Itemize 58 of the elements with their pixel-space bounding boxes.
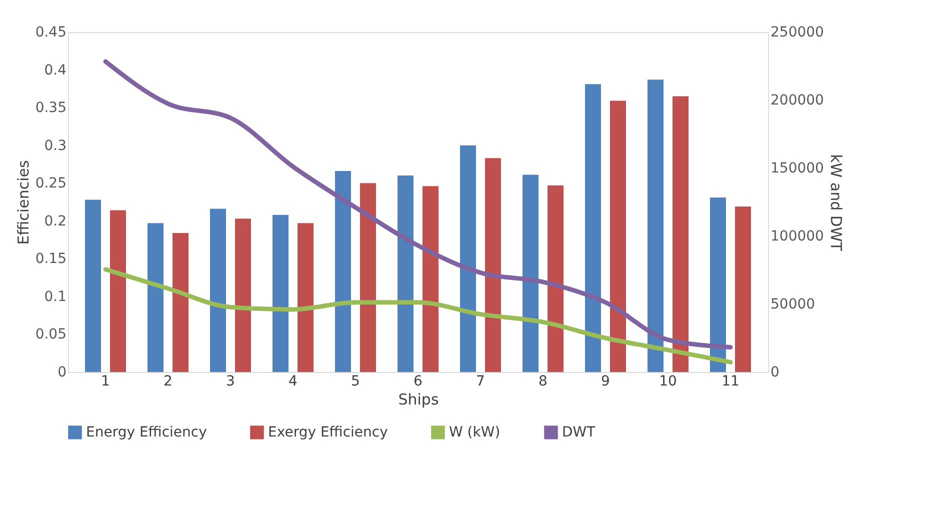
y2-axis-title: kW and DWT <box>826 154 845 252</box>
y2-tick-label: 50000 <box>770 296 816 312</box>
y-tick-label: 0.1 <box>44 288 66 305</box>
x-tick-label: 2 <box>164 374 172 390</box>
bar <box>235 218 251 372</box>
bar <box>360 183 376 372</box>
bar <box>298 223 314 372</box>
y-tick-label: 0.3 <box>44 138 66 154</box>
bar <box>460 145 476 372</box>
x-axis-title: Ships <box>398 390 439 408</box>
y-tick-label: 0.4 <box>44 62 67 78</box>
bar <box>710 197 726 372</box>
x-tick-label: 7 <box>476 374 485 390</box>
x-tick-label: 8 <box>538 374 548 390</box>
legend-label: W (kW) <box>449 424 500 440</box>
bar <box>585 84 601 372</box>
bar <box>485 158 501 372</box>
bar <box>735 206 751 372</box>
bar <box>85 200 101 372</box>
y-tick-label: 0.15 <box>35 251 66 268</box>
bar <box>148 223 164 372</box>
bar <box>672 96 688 372</box>
y2-tick-label: 100000 <box>770 228 824 244</box>
y-tick-label: 0.2 <box>44 213 66 230</box>
y2-tick-label: 250000 <box>770 24 824 40</box>
line-series <box>103 267 733 364</box>
y2-tick-label: 200000 <box>770 92 824 108</box>
y-tick-label: 0.35 <box>35 100 66 116</box>
x-tick-label: 9 <box>601 374 610 390</box>
bar <box>648 80 664 372</box>
line-series <box>103 59 733 350</box>
bar <box>398 176 414 372</box>
bar <box>210 208 226 372</box>
bar <box>272 214 288 372</box>
x-tick-label: 6 <box>414 374 423 390</box>
bar <box>335 171 351 372</box>
bar <box>110 210 126 372</box>
bar <box>522 174 538 372</box>
bar <box>172 232 188 372</box>
x-tick-label: 11 <box>722 374 740 390</box>
y-tick-label: 0.05 <box>35 326 66 343</box>
bar <box>610 100 626 372</box>
y-tick-label: 0.25 <box>35 176 66 192</box>
y2-tick-label: 0 <box>770 364 780 380</box>
x-tick-label: 5 <box>351 374 360 390</box>
legend-label: DWT <box>562 424 596 440</box>
bar <box>548 185 564 372</box>
x-tick-label: 10 <box>659 374 677 390</box>
y-tick-label: 0.45 <box>35 24 66 40</box>
legend-label: Exergy Efficiency <box>268 424 388 440</box>
y-tick-label: 0 <box>58 364 66 380</box>
x-tick-label: 4 <box>288 374 298 390</box>
x-tick-label: 3 <box>226 374 235 390</box>
legend-label: Energy Efficiency <box>86 424 207 440</box>
x-tick-label: 1 <box>101 374 110 390</box>
y-axis-title: Efficiencies <box>14 160 32 245</box>
y2-tick-label: 150000 <box>770 160 824 176</box>
bar <box>422 186 438 372</box>
